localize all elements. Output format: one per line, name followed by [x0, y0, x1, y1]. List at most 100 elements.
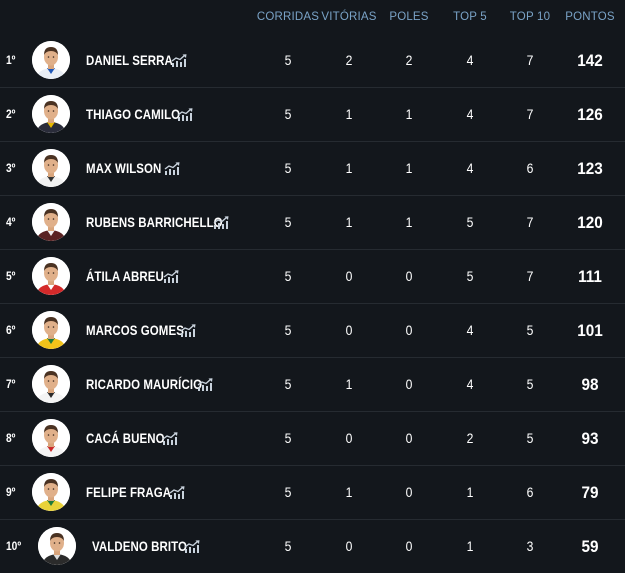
- vitorias-value: 1: [345, 377, 353, 392]
- top5-value: 2: [466, 431, 474, 446]
- corridas-value: 5: [284, 269, 292, 284]
- driver-avatar: [32, 149, 70, 187]
- col-vitorias: VITÓRIAS: [321, 11, 377, 23]
- trend-chart-icon[interactable]: [180, 324, 196, 337]
- trend-chart-icon[interactable]: [163, 270, 179, 283]
- driver-position: 5º: [6, 269, 16, 283]
- driver-avatar: [32, 473, 70, 511]
- col-top5: TOP 5: [453, 11, 487, 23]
- top10-value: 5: [526, 431, 534, 446]
- pontos-value: 93: [581, 429, 599, 448]
- poles-value: 2: [405, 53, 413, 68]
- vitorias-value: 0: [345, 539, 353, 554]
- driver-name[interactable]: MARCOS GOMES: [86, 322, 184, 338]
- driver-row[interactable]: 4º RUBENS BARRICHELLO 5 1 1 5 7 120: [0, 196, 625, 250]
- poles-value: 0: [405, 485, 413, 500]
- vitorias-value: 0: [345, 431, 353, 446]
- pontos-value: 111: [578, 267, 602, 286]
- top5-value: 5: [466, 215, 474, 230]
- pontos-value: 123: [577, 159, 603, 178]
- driver-name[interactable]: FELIPE FRAGA: [86, 484, 172, 500]
- driver-position: 8º: [6, 431, 16, 445]
- driver-position: 10º: [6, 539, 22, 553]
- vitorias-value: 1: [345, 161, 353, 176]
- corridas-value: 5: [284, 323, 292, 338]
- driver-name[interactable]: ÁTILA ABREU: [86, 268, 164, 284]
- trend-chart-icon[interactable]: [164, 162, 180, 175]
- driver-avatar: [32, 95, 70, 133]
- top10-value: 7: [526, 269, 534, 284]
- top5-value: 4: [466, 161, 474, 176]
- col-corridas: CORRIDAS: [256, 11, 320, 23]
- standings-table: 1º DANIEL SERRA 5 2 2 4 7 142 2º THIAGO …: [0, 34, 625, 573]
- driver-row[interactable]: 2º THIAGO CAMILO 5 1 1 4 7 126: [0, 88, 625, 142]
- driver-position: 7º: [6, 377, 16, 391]
- trend-chart-icon[interactable]: [162, 432, 178, 445]
- driver-row[interactable]: 9º FELIPE FRAGA 5 1 0 1 6 79: [0, 466, 625, 520]
- poles-value: 0: [405, 323, 413, 338]
- top10-value: 5: [526, 377, 534, 392]
- driver-row[interactable]: 7º RICARDO MAURÍCIO 5 1 0 4 5 98: [0, 358, 625, 412]
- driver-avatar: [32, 365, 70, 403]
- trend-chart-icon[interactable]: [213, 216, 229, 229]
- driver-name[interactable]: VALDENO BRITO: [92, 538, 188, 554]
- corridas-value: 5: [284, 107, 292, 122]
- driver-avatar: [32, 203, 70, 241]
- driver-name[interactable]: RICARDO MAURÍCIO: [86, 376, 203, 392]
- trend-chart-icon[interactable]: [177, 108, 193, 121]
- trend-chart-icon[interactable]: [171, 54, 187, 67]
- driver-name[interactable]: MAX WILSON: [86, 160, 162, 176]
- top5-value: 5: [466, 269, 474, 284]
- corridas-value: 5: [284, 431, 292, 446]
- corridas-value: 5: [284, 53, 292, 68]
- col-pontos: PONTOS: [565, 11, 615, 23]
- pontos-value: 142: [577, 51, 603, 70]
- vitorias-value: 1: [345, 485, 353, 500]
- driver-row[interactable]: 8º CACÁ BUENO 5 0 0 2 5 93: [0, 412, 625, 466]
- corridas-value: 5: [284, 485, 292, 500]
- driver-row[interactable]: 10º VALDENO BRITO 5 0 0 1 3 59: [0, 520, 625, 573]
- top5-value: 1: [466, 485, 474, 500]
- top5-value: 4: [466, 323, 474, 338]
- poles-value: 0: [405, 377, 413, 392]
- driver-row[interactable]: 5º ÁTILA ABREU 5 0 0 5 7 111: [0, 250, 625, 304]
- corridas-value: 5: [284, 539, 292, 554]
- driver-avatar: [32, 257, 70, 295]
- driver-avatar: [32, 41, 70, 79]
- driver-name[interactable]: RUBENS BARRICHELLO: [86, 214, 223, 230]
- corridas-value: 5: [284, 161, 292, 176]
- driver-position: 1º: [6, 53, 16, 67]
- driver-avatar: [32, 419, 70, 457]
- driver-row[interactable]: 3º MAX WILSON 5 1 1 4 6 123: [0, 142, 625, 196]
- trend-chart-icon[interactable]: [169, 486, 185, 499]
- poles-value: 0: [405, 539, 413, 554]
- driver-row[interactable]: 1º DANIEL SERRA 5 2 2 4 7 142: [0, 34, 625, 88]
- driver-position: 9º: [6, 485, 16, 499]
- vitorias-value: 1: [345, 107, 353, 122]
- top10-value: 7: [526, 215, 534, 230]
- vitorias-value: 0: [345, 269, 353, 284]
- top10-value: 7: [526, 53, 534, 68]
- poles-value: 0: [405, 431, 413, 446]
- top5-value: 4: [466, 53, 474, 68]
- top10-value: 5: [526, 323, 534, 338]
- driver-position: 3º: [6, 161, 16, 175]
- driver-position: 4º: [6, 215, 16, 229]
- vitorias-value: 0: [345, 323, 353, 338]
- pontos-value: 126: [577, 105, 603, 124]
- poles-value: 0: [405, 269, 413, 284]
- pontos-value: 79: [581, 483, 599, 502]
- top5-value: 1: [466, 539, 474, 554]
- vitorias-value: 1: [345, 215, 353, 230]
- top10-value: 6: [526, 161, 534, 176]
- col-poles: POLES: [389, 11, 429, 23]
- trend-chart-icon[interactable]: [197, 378, 213, 391]
- driver-name[interactable]: CACÁ BUENO: [86, 430, 165, 446]
- top10-value: 6: [526, 485, 534, 500]
- driver-name[interactable]: DANIEL SERRA: [86, 52, 173, 68]
- driver-name[interactable]: THIAGO CAMILO: [86, 106, 181, 122]
- trend-chart-icon[interactable]: [184, 540, 200, 553]
- pontos-value: 101: [577, 321, 603, 340]
- driver-row[interactable]: 6º MARCOS GOMES 5 0 0 4 5 101: [0, 304, 625, 358]
- poles-value: 1: [405, 161, 413, 176]
